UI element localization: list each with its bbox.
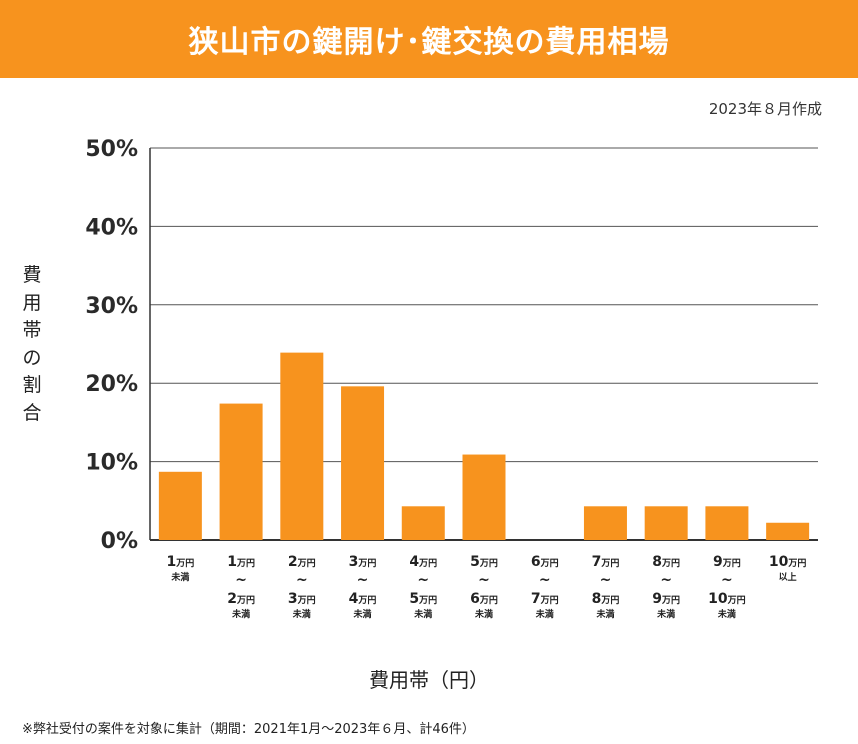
footnote: ※弊社受付の案件を対象に集計（期間：2021年1月～2023年６月、計46件） [22, 722, 475, 737]
x-tick-line: ~ [539, 572, 551, 588]
bar [766, 522, 810, 540]
bar [462, 454, 506, 540]
x-tick-line: 4万円 [349, 591, 377, 607]
x-tick-line: 2万円 [227, 591, 255, 607]
y-tick-labels: 0% 10% 20% 30% 40% 50% [85, 137, 138, 554]
bar [158, 471, 202, 540]
x-tick-line: 未満 [595, 608, 614, 620]
x-tick-line: 未満 [231, 608, 250, 620]
x-tick-line: 7万円 [592, 554, 620, 570]
bar [705, 506, 749, 540]
chart-title: 狭山市の鍵開け･鍵交換の費用相場 [188, 25, 670, 60]
x-tick-line: 4万円 [409, 554, 437, 570]
header-banner: 狭山市の鍵開け･鍵交換の費用相場 [0, 0, 858, 78]
x-tick-line: 10万円 [769, 554, 807, 570]
y-axis-title: 費用帯の割合 [22, 264, 42, 424]
bars [158, 352, 810, 540]
x-tick-line: 1万円 [227, 554, 255, 570]
x-tick-labels: 1万円未満1万円~2万円未満2万円~3万円未満3万円~4万円未満4万円~5万円未… [166, 554, 806, 620]
y-tick-label: 20% [85, 372, 138, 397]
x-tick-line: 未満 [535, 608, 554, 620]
x-tick-line: 未満 [474, 608, 493, 620]
y-tick-label: 40% [85, 215, 138, 240]
y-tick-label: 30% [85, 294, 138, 319]
bar [644, 506, 688, 540]
x-tick-line: ~ [296, 572, 308, 588]
bar [401, 506, 445, 540]
x-tick-line: 6万円 [470, 591, 498, 607]
x-tick-line: ~ [721, 572, 733, 588]
bar [219, 403, 263, 540]
x-tick-line: ~ [357, 572, 369, 588]
date-note: 2023年８月作成 [708, 100, 822, 118]
x-tick-line: ~ [600, 572, 612, 588]
x-tick-line: 8万円 [652, 554, 680, 570]
x-tick-line: 3万円 [288, 591, 316, 607]
bar [341, 386, 385, 540]
x-tick-line: 未満 [656, 608, 675, 620]
x-tick-line: 未満 [717, 608, 736, 620]
x-tick-line: 1万円 [166, 554, 194, 570]
bar [280, 352, 324, 540]
x-tick-line: 7万円 [531, 591, 559, 607]
x-tick-line: 3万円 [349, 554, 377, 570]
x-tick-line: 未満 [353, 608, 372, 620]
y-tick-label: 0% [101, 529, 138, 554]
x-tick-line: ~ [417, 572, 429, 588]
x-tick-line: 9万円 [652, 591, 680, 607]
x-tick-line: 未満 [170, 571, 189, 583]
x-tick-line: ~ [478, 572, 490, 588]
x-tick-line: 未満 [413, 608, 432, 620]
x-tick-line: 9万円 [713, 554, 741, 570]
x-tick-line: 10万円 [708, 591, 746, 607]
x-tick-line: ~ [660, 572, 672, 588]
y-tick-label: 50% [85, 137, 138, 162]
x-tick-line: 2万円 [288, 554, 316, 570]
x-tick-line: 8万円 [592, 591, 620, 607]
y-tick-label: 10% [85, 451, 138, 476]
x-tick-line: ~ [235, 572, 247, 588]
x-axis-title: 費用帯（円） [369, 668, 489, 692]
x-tick-line: 未満 [292, 608, 311, 620]
x-tick-line: 以上 [779, 571, 797, 583]
x-tick-line: 5万円 [470, 554, 498, 570]
x-tick-line: 6万円 [531, 554, 559, 570]
x-tick-line: 5万円 [409, 591, 437, 607]
bar [583, 506, 627, 540]
